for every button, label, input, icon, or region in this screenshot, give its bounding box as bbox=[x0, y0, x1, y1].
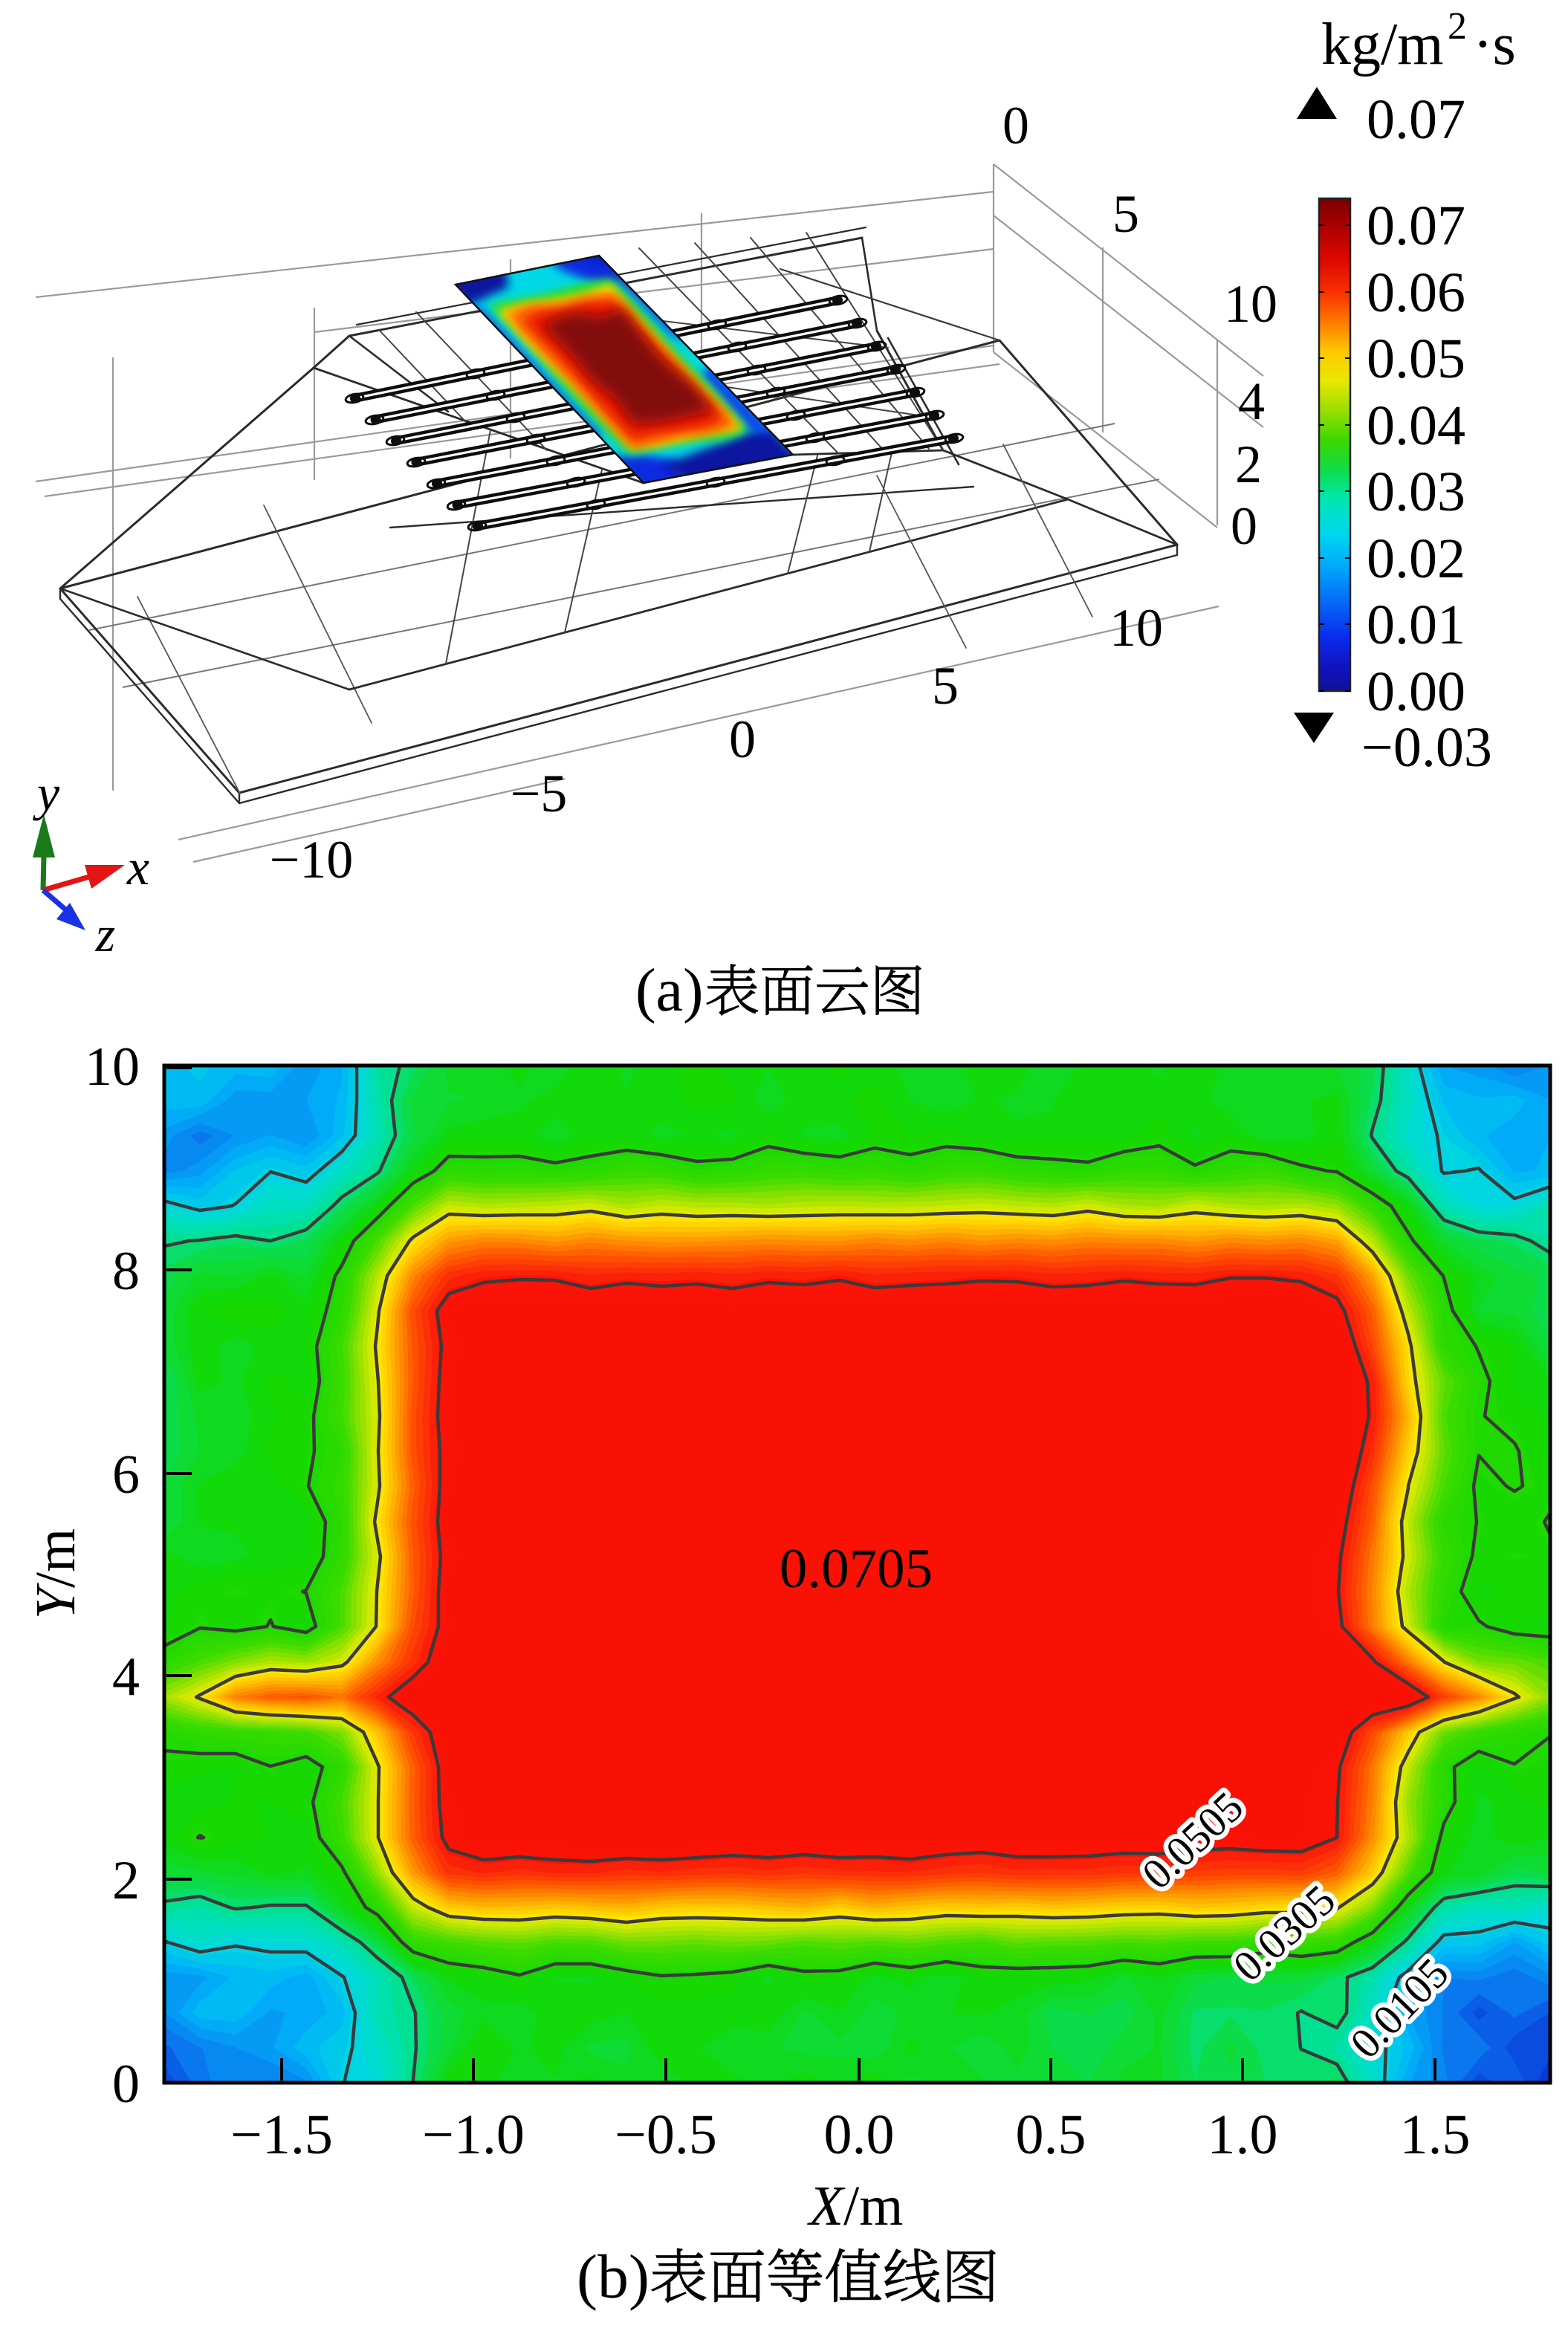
svg-text:−1.0: −1.0 bbox=[422, 2104, 525, 2166]
svg-text:Y/m: Y/m bbox=[25, 1528, 87, 1620]
svg-text:−0.5: −0.5 bbox=[615, 2104, 717, 2166]
svg-text:0.5: 0.5 bbox=[1016, 2104, 1086, 2166]
svg-text:5: 5 bbox=[1112, 184, 1139, 244]
svg-text:4: 4 bbox=[112, 1647, 140, 1708]
svg-text:−10: −10 bbox=[270, 830, 354, 889]
svg-text:4: 4 bbox=[1238, 372, 1265, 431]
svg-text:0.01: 0.01 bbox=[1367, 594, 1465, 656]
svg-text:0: 0 bbox=[729, 710, 756, 769]
svg-text:−5: −5 bbox=[511, 764, 568, 823]
svg-text:X/m: X/m bbox=[807, 2175, 904, 2237]
svg-text:x: x bbox=[126, 839, 149, 895]
svg-text:0: 0 bbox=[112, 2054, 140, 2115]
svg-text:2: 2 bbox=[1235, 435, 1262, 494]
svg-text:0.07: 0.07 bbox=[1367, 195, 1465, 257]
svg-text:0.00: 0.00 bbox=[1367, 661, 1465, 723]
svg-text:2: 2 bbox=[1448, 5, 1467, 48]
svg-text:z: z bbox=[95, 906, 115, 962]
svg-text:kg/m: kg/m bbox=[1321, 12, 1443, 77]
svg-text:−1.5: −1.5 bbox=[230, 2104, 333, 2166]
svg-text:6: 6 bbox=[112, 1444, 140, 1505]
svg-text:0: 0 bbox=[1231, 496, 1257, 556]
svg-text:10: 10 bbox=[1109, 598, 1163, 658]
svg-text:0.07: 0.07 bbox=[1367, 88, 1465, 151]
svg-text:1.5: 1.5 bbox=[1400, 2104, 1471, 2166]
svg-text:5: 5 bbox=[932, 656, 959, 716]
svg-text:0.0705: 0.0705 bbox=[780, 1538, 933, 1600]
svg-text:−0.03: −0.03 bbox=[1361, 716, 1492, 779]
svg-text:10: 10 bbox=[85, 1037, 140, 1097]
svg-text:0.0: 0.0 bbox=[824, 2104, 895, 2166]
svg-text:1.0: 1.0 bbox=[1208, 2104, 1278, 2166]
svg-text:0.04: 0.04 bbox=[1367, 395, 1465, 457]
svg-text:0.05: 0.05 bbox=[1367, 328, 1465, 390]
svg-text:y: y bbox=[33, 765, 60, 821]
svg-text:0.02: 0.02 bbox=[1367, 528, 1465, 590]
svg-text:0.03: 0.03 bbox=[1367, 461, 1465, 523]
svg-text:0: 0 bbox=[1002, 96, 1029, 155]
svg-text:10: 10 bbox=[1224, 274, 1277, 334]
svg-text:·s: ·s bbox=[1473, 12, 1516, 77]
svg-text:2: 2 bbox=[112, 1850, 140, 1911]
svg-text:8: 8 bbox=[112, 1241, 140, 1302]
svg-text:0.06: 0.06 bbox=[1367, 262, 1465, 324]
